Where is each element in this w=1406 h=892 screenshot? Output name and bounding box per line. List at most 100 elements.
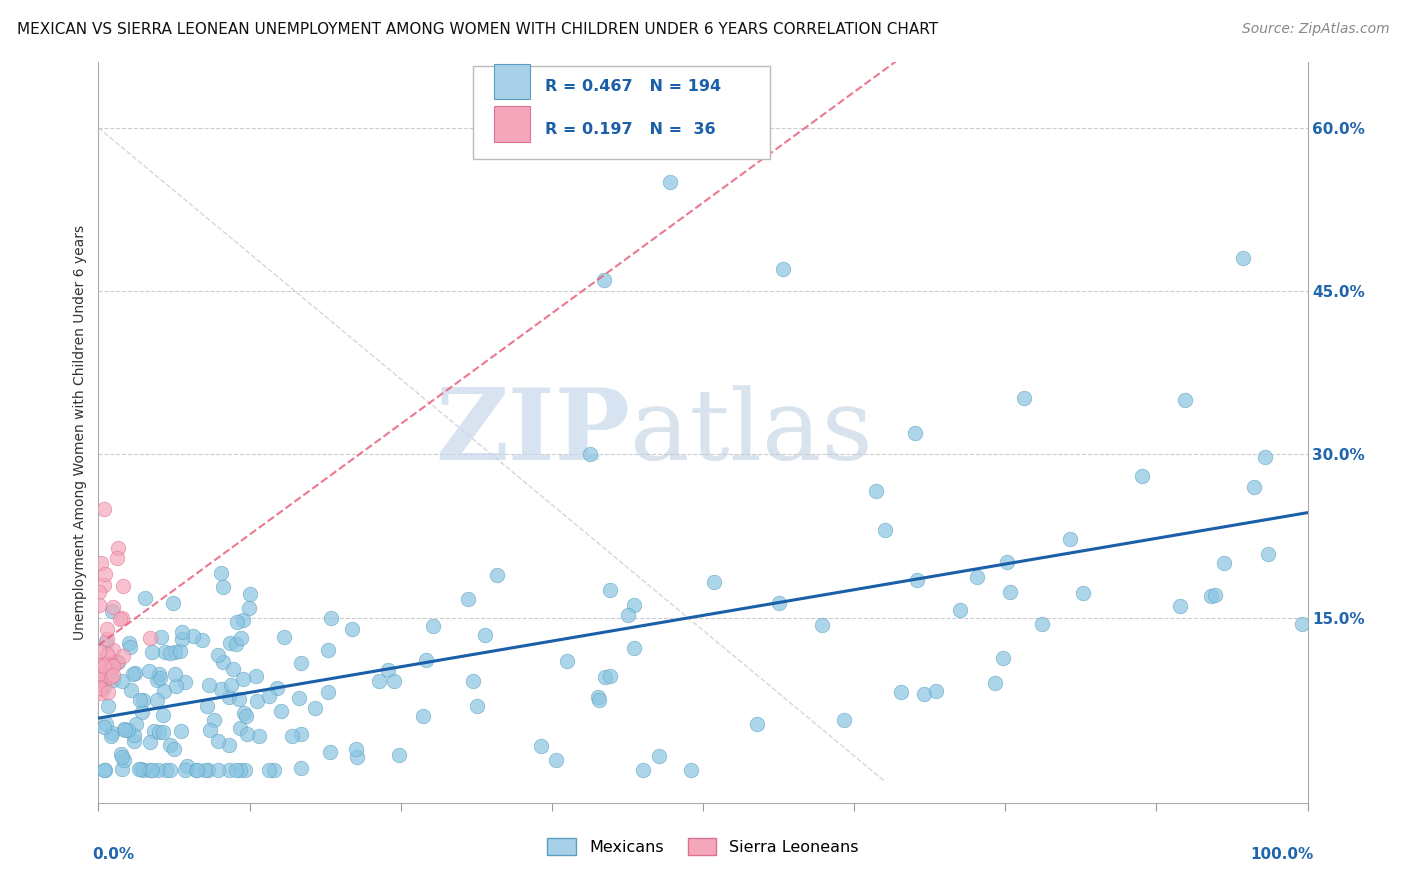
Point [97,685,120,699]
Point [94,669,117,683]
Point [111,762,134,776]
Point [150,630,173,644]
Point [747,716,769,731]
Point [1071,586,1094,600]
Point [107,655,129,669]
Text: R = 0.197   N =  36: R = 0.197 N = 36 [544,121,716,136]
Point [221,662,243,676]
Point [87,599,110,613]
Point [486,567,509,582]
Point [105,656,128,670]
Point [93,578,115,592]
Point [875,523,897,537]
Point [94,717,117,731]
Point [368,674,391,689]
Point [991,650,1014,665]
Point [1253,450,1275,464]
Point [138,631,160,645]
Point [1170,599,1192,613]
Point [233,763,256,777]
Point [966,570,988,584]
Point [101,643,124,657]
Point [239,587,262,601]
Point [111,578,134,592]
Point [228,721,250,735]
Point [93,667,115,681]
Point [165,679,187,693]
Point [87,657,110,672]
Point [288,690,311,705]
Point [101,726,124,740]
Point [96,622,118,636]
Text: R = 0.467   N = 194: R = 0.467 N = 194 [544,79,721,95]
Point [593,273,616,287]
Point [995,555,1018,569]
Point [174,675,197,690]
Point [1174,392,1197,407]
Point [90,669,112,683]
Point [218,738,240,752]
Point [1291,617,1313,632]
Point [122,729,145,743]
Point [316,643,339,657]
Point [1059,532,1081,546]
Point [118,640,141,655]
Point [138,664,160,678]
Point [159,646,181,660]
Point [194,763,217,777]
Point [148,666,170,681]
Point [101,604,124,618]
Point [912,687,935,701]
Text: atlas: atlas [630,384,873,481]
Point [173,763,195,777]
Point [1204,589,1226,603]
Point [219,635,242,649]
Point [89,643,111,657]
Point [904,425,927,440]
Point [100,670,122,684]
Point [170,632,193,646]
FancyBboxPatch shape [494,63,530,99]
Point [129,762,152,776]
Point [1014,391,1036,405]
Point [111,749,134,764]
Point [146,763,169,777]
Point [209,566,232,580]
Point [270,705,292,719]
Point [316,685,339,699]
Point [94,567,117,582]
Point [101,673,124,687]
Point [1199,590,1222,604]
Point [93,680,115,694]
Point [197,763,219,777]
Point [101,599,124,614]
Point [412,708,434,723]
Point [112,753,135,767]
Point [89,681,111,696]
Point [679,763,702,777]
Point [219,678,242,692]
Point [415,652,437,666]
Point [225,763,247,777]
Text: ZIP: ZIP [436,384,630,481]
Point [623,598,645,612]
Point [1031,617,1053,632]
Point [122,733,145,747]
Text: Source: ZipAtlas.com: Source: ZipAtlas.com [1241,22,1389,37]
Point [225,615,247,629]
Point [232,706,254,720]
Point [648,749,671,764]
Point [633,763,655,777]
Point [93,658,115,673]
Point [117,723,139,738]
Point [949,603,972,617]
Point [105,550,128,565]
Point [96,632,118,647]
Point [658,175,681,189]
Text: MEXICAN VS SIERRA LEONEAN UNEMPLOYMENT AMONG WOMEN WITH CHILDREN UNDER 6 YEARS C: MEXICAN VS SIERRA LEONEAN UNEMPLOYMENT A… [17,22,938,37]
Point [457,591,479,606]
Point [905,573,928,587]
Point [578,447,600,461]
Point [1130,469,1153,483]
Point [96,647,118,661]
